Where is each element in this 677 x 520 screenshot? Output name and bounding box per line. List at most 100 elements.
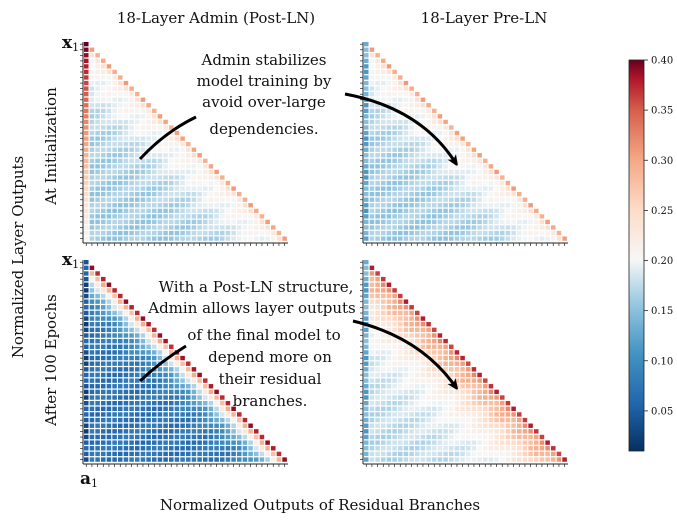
heatmap-cell xyxy=(443,142,448,147)
heatmap-cell xyxy=(186,142,191,147)
heatmap-cell xyxy=(483,384,488,389)
heatmap-cell xyxy=(392,92,397,97)
heatmap-cell xyxy=(208,180,214,186)
heatmap-cell xyxy=(123,310,129,316)
heatmap-cell xyxy=(140,451,146,457)
heatmap-cell xyxy=(443,119,448,125)
heatmap-cell xyxy=(112,147,117,152)
heatmap-cell xyxy=(169,457,174,462)
heatmap-cell xyxy=(505,412,511,417)
heatmap-cell xyxy=(163,412,168,417)
heatmap-cell xyxy=(483,192,488,197)
heatmap-cell xyxy=(140,440,146,445)
heatmap-cell xyxy=(398,333,403,338)
heatmap-cell xyxy=(157,434,163,440)
heatmap-cell xyxy=(420,378,426,383)
heatmap-cell xyxy=(437,434,443,440)
heatmap-cell xyxy=(386,180,392,186)
heatmap-cell xyxy=(112,288,117,293)
heatmap-cell xyxy=(437,400,443,406)
heatmap-cell xyxy=(437,389,443,395)
heatmap-cell xyxy=(152,395,157,400)
heatmap-cell xyxy=(449,417,454,423)
heatmap-cell xyxy=(460,429,465,434)
heatmap-cell xyxy=(118,333,123,338)
heatmap-cell xyxy=(534,236,539,241)
heatmap-cell xyxy=(106,322,112,327)
heatmap-cell xyxy=(197,384,202,389)
heatmap-cell xyxy=(101,288,106,293)
heatmap-cell xyxy=(477,395,482,400)
heatmap-cell xyxy=(364,136,369,141)
heatmap-cell xyxy=(386,208,392,213)
heatmap-cell xyxy=(197,192,202,197)
heatmap-cell xyxy=(364,361,369,366)
heatmap-cell xyxy=(203,197,208,202)
heatmap-cell xyxy=(386,203,392,208)
heatmap-cell xyxy=(511,429,516,434)
heatmap-cell xyxy=(415,230,420,236)
heatmap-cell xyxy=(112,69,117,75)
heatmap-cell xyxy=(112,451,117,457)
heatmap-cell xyxy=(398,97,403,102)
heatmap-cell xyxy=(157,219,163,225)
heatmap-cell xyxy=(140,338,146,344)
heatmap-cell xyxy=(112,175,117,180)
heatmap-cell xyxy=(169,372,174,378)
heatmap-cell xyxy=(449,230,454,236)
heatmap-cell xyxy=(500,186,505,191)
heatmap-cell xyxy=(180,440,185,445)
heatmap-cell xyxy=(443,219,448,225)
heatmap-cell xyxy=(163,389,168,395)
heatmap-cell xyxy=(191,219,197,225)
heatmap-cell xyxy=(471,400,477,406)
heatmap-cell xyxy=(369,208,375,213)
heatmap-cell xyxy=(118,451,123,457)
heatmap-cell xyxy=(528,451,533,457)
heatmap-cell xyxy=(174,389,180,395)
heatmap-cell xyxy=(157,446,163,451)
heatmap-cell xyxy=(140,219,146,225)
heatmap-cell xyxy=(112,440,117,445)
heatmap-cell xyxy=(146,230,151,236)
heatmap-cell xyxy=(140,108,146,113)
heatmap-cell xyxy=(409,158,414,163)
heatmap-cell xyxy=(146,136,151,141)
heatmap-cell xyxy=(381,417,386,423)
heatmap-cell xyxy=(562,236,567,241)
heatmap-cell xyxy=(157,395,163,400)
heatmap-cell xyxy=(203,175,208,180)
heatmap-cell xyxy=(112,417,117,423)
heatmap-cell xyxy=(403,429,409,434)
heatmap-cell xyxy=(203,446,208,451)
heatmap-cell xyxy=(157,389,163,395)
heatmap-cell xyxy=(403,230,409,236)
heatmap-cell xyxy=(471,186,477,191)
heatmap-cell xyxy=(432,446,437,451)
heatmap-cell xyxy=(488,208,494,213)
heatmap-cell xyxy=(112,378,117,383)
heatmap-cell xyxy=(415,350,420,355)
heatmap-cell xyxy=(84,400,89,406)
heatmap-cell xyxy=(426,457,431,462)
heatmap-cell xyxy=(106,119,112,125)
heatmap-cell xyxy=(101,417,106,423)
heatmap-cell xyxy=(220,400,225,406)
heatmap-cell xyxy=(528,446,533,451)
heatmap-cell xyxy=(500,446,505,451)
heatmap-cell xyxy=(364,338,369,344)
heatmap-cell xyxy=(471,169,477,175)
heatmap-cell xyxy=(163,230,168,236)
heatmap-cell xyxy=(118,175,123,180)
heatmap-cell xyxy=(488,440,494,445)
heatmap-cell xyxy=(551,230,556,236)
heatmap-cell xyxy=(146,378,151,383)
heatmap-cell xyxy=(203,180,208,186)
heatmap-cell xyxy=(381,378,386,383)
heatmap-cell xyxy=(197,389,202,395)
heatmap-cell xyxy=(157,355,163,361)
heatmap-cell xyxy=(95,180,100,186)
heatmap-cell xyxy=(84,58,89,63)
heatmap-cell xyxy=(409,175,414,180)
heatmap-cell xyxy=(123,451,129,457)
